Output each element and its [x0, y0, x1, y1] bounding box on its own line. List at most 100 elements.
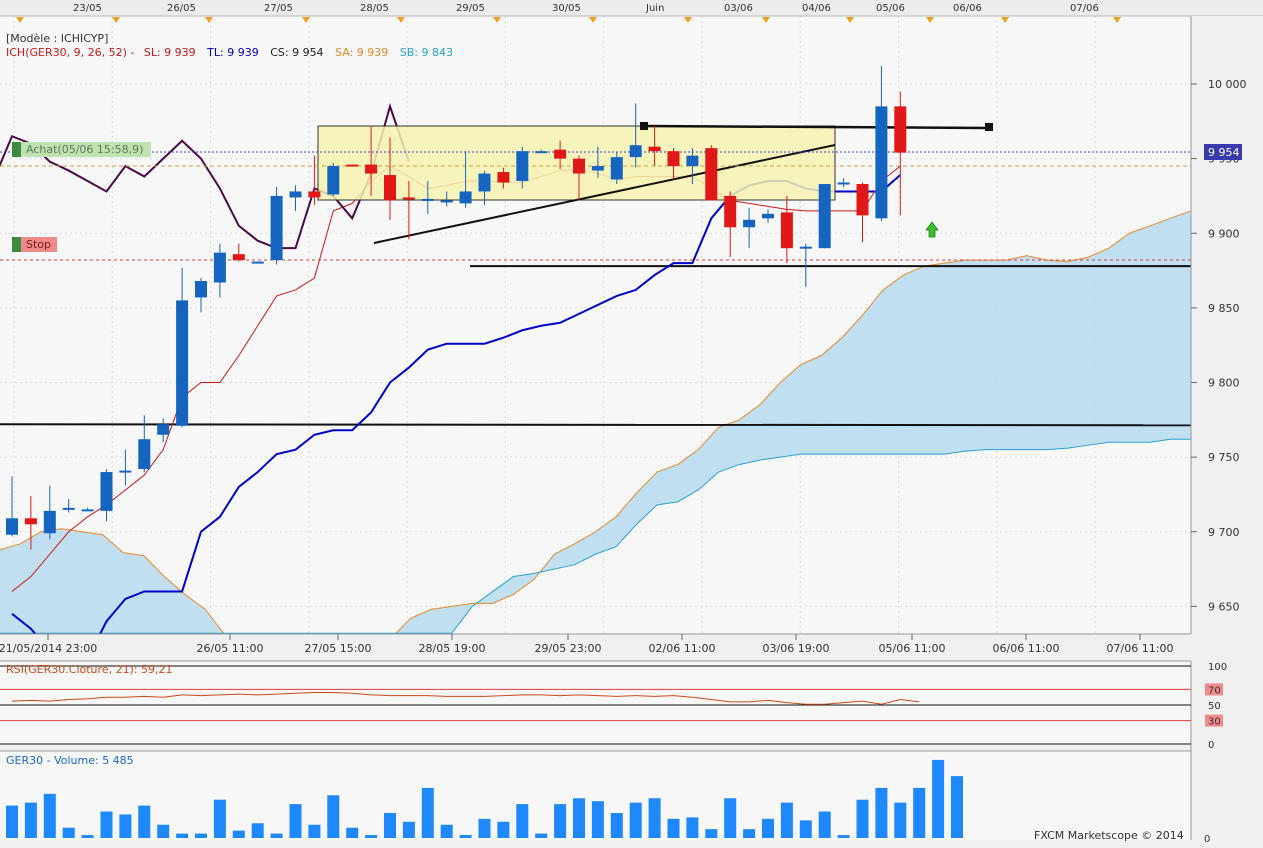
sl-value: SL: 9 939: [144, 46, 196, 59]
candle: [554, 140, 567, 170]
candle-body: [176, 300, 189, 426]
event-marker-icon[interactable]: [397, 17, 405, 23]
candle-body: [554, 149, 567, 159]
candle-body: [43, 510, 56, 534]
event-marker-icon[interactable]: [112, 17, 120, 23]
candle: [497, 167, 510, 189]
candle-body: [875, 106, 888, 219]
volume-bar: [459, 835, 472, 838]
rsi-axis-label: 50: [1208, 701, 1221, 712]
event-marker-icon[interactable]: [1001, 17, 1009, 23]
volume-bar: [251, 823, 264, 838]
volume-bar: [81, 835, 94, 838]
event-marker-icon[interactable]: [205, 17, 213, 23]
stop-order-handle[interactable]: [12, 237, 21, 252]
x-axis-label: 27/05 15:00: [305, 642, 372, 655]
event-marker-icon[interactable]: [589, 17, 597, 23]
price-axis-label: 9 900: [1208, 227, 1240, 240]
volume-bar: [24, 802, 37, 838]
candle-body: [384, 175, 396, 201]
event-marker-icon[interactable]: [926, 17, 934, 23]
volume-bar: [346, 827, 359, 838]
candle-body: [762, 213, 774, 219]
volume-bar: [195, 833, 207, 838]
candle-body: [346, 164, 359, 167]
candle: [213, 243, 226, 298]
volume-bar: [591, 801, 604, 838]
candle: [478, 170, 491, 205]
top-strip-bg: [0, 0, 1263, 16]
event-marker-icon[interactable]: [1113, 17, 1121, 23]
top-date-label: 30/05: [552, 3, 581, 14]
rsi-line: [11, 692, 920, 705]
horizontal-line[interactable]: [0, 423, 1192, 427]
volume-bar: [913, 787, 926, 838]
candle-body: [516, 151, 529, 182]
top-date-label: 27/05: [264, 3, 293, 14]
event-marker-icon[interactable]: [684, 17, 692, 23]
rsi-axis-label: 0: [1208, 740, 1214, 751]
volume-bar: [43, 793, 56, 838]
volume-bar: [6, 805, 18, 838]
candle: [743, 207, 756, 249]
candle: [81, 507, 94, 512]
candle: [24, 495, 37, 550]
candle-body: [837, 182, 850, 185]
event-marker-icon[interactable]: [846, 17, 854, 23]
price-axis-label: 10 000: [1208, 78, 1247, 91]
candle-body: [667, 151, 680, 167]
candle: [629, 103, 642, 168]
candle-body: [629, 145, 642, 158]
candles: [6, 66, 907, 550]
candle-body: [894, 106, 907, 153]
event-marker-icon[interactable]: [493, 17, 501, 23]
volume-bar: [780, 802, 793, 838]
resistance-line[interactable]: [643, 124, 990, 130]
event-marker-icon[interactable]: [16, 17, 24, 23]
price-axis-label: 9 650: [1208, 600, 1240, 613]
achat-order-label[interactable]: Achat(05/06 15:58,9): [12, 142, 151, 157]
candle-body: [818, 183, 831, 249]
x-axis-label: 02/06 11:00: [649, 642, 716, 655]
trend-line[interactable]: [373, 144, 836, 244]
x-axis-label: 05/06 11:00: [879, 642, 946, 655]
candle-body: [648, 146, 661, 152]
volume-bar: [799, 820, 812, 838]
stop-order-label[interactable]: Stop: [12, 237, 57, 252]
current-price-tag: 9 954: [1204, 144, 1242, 160]
candle: [157, 418, 170, 443]
candle-body: [308, 191, 321, 198]
rsi-level-tag: [1205, 714, 1223, 727]
candle: [818, 183, 831, 249]
top-date-label: 26/05: [167, 3, 196, 14]
candle-body: [440, 200, 453, 203]
volume-bar: [308, 824, 321, 838]
candle-body: [573, 158, 585, 174]
resistance-line-handle-right[interactable]: [985, 123, 993, 131]
volume-bar: [875, 787, 888, 838]
volume-bar: [856, 799, 869, 838]
volume-bar: [762, 818, 774, 838]
achat-order-handle[interactable]: [12, 142, 21, 157]
current-price-tag-text: 9 954: [1208, 146, 1240, 159]
event-marker-icon[interactable]: [762, 17, 770, 23]
candle-body: [327, 166, 340, 195]
resistance-line-handle-left[interactable]: [640, 122, 648, 130]
volume-bar: [705, 829, 718, 838]
volume-bar: [743, 829, 756, 838]
candle: [724, 191, 737, 258]
event-marker-icon[interactable]: [302, 17, 310, 23]
candle: [610, 152, 623, 184]
candle-body: [81, 509, 94, 512]
candle: [894, 91, 907, 216]
candle: [516, 146, 529, 189]
x-axis-label: 26/05 11:00: [197, 642, 264, 655]
volume-bar: [402, 821, 415, 838]
volume-axis-zero: 0: [1204, 834, 1210, 844]
candle: [176, 267, 189, 428]
x-axis-label: 28/05 19:00: [419, 642, 486, 655]
volume-bar: [138, 805, 151, 838]
rsi-axis-label: 70: [1208, 685, 1221, 696]
